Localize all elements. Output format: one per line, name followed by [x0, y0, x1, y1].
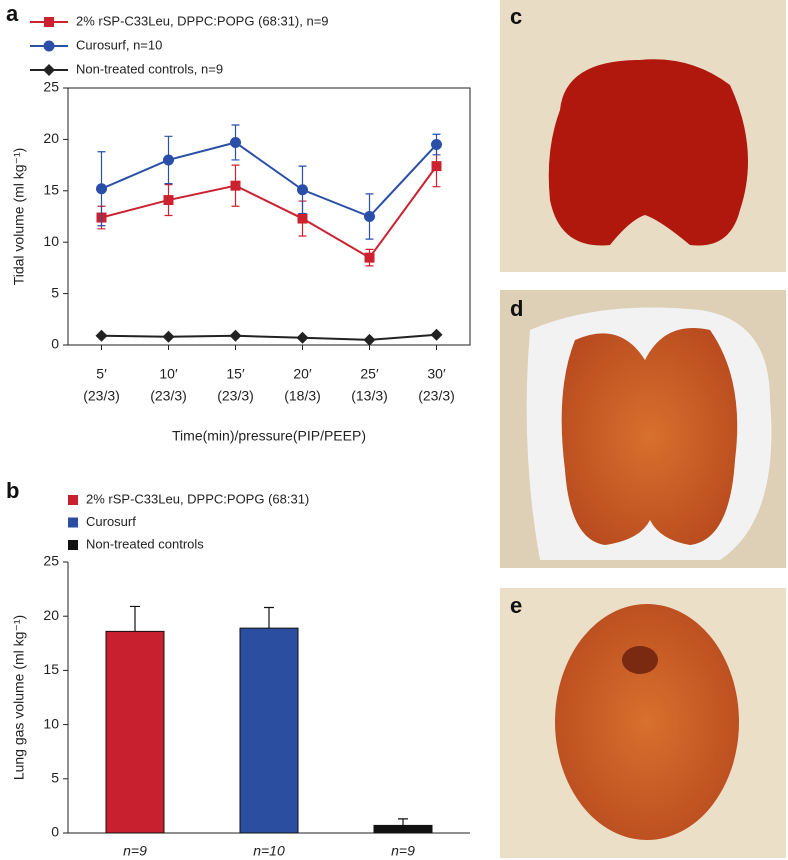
legend-label: 2% rSP-C33Leu, DPPC:POPG (68:31), n=9 [76, 13, 329, 28]
x-tick-sublabel: (23/3) [418, 388, 455, 404]
y-tick-label: 25 [43, 553, 59, 569]
series-line [101, 333, 437, 341]
marker [229, 329, 242, 342]
marker [162, 330, 175, 343]
x-tick-label: 30′ [427, 366, 446, 382]
y-tick-label: 5 [51, 770, 59, 786]
marker [364, 211, 375, 222]
panel-label: d [510, 296, 523, 321]
y-tick-label: 20 [43, 130, 59, 146]
legend-label: Curosurf, n=10 [76, 37, 162, 52]
y-tick-label: 0 [51, 824, 59, 840]
marker [230, 180, 241, 191]
x-tick-label: n=9 [123, 843, 147, 859]
x-tick-label: 10′ [159, 366, 178, 382]
x-tick-label: 25′ [360, 366, 379, 382]
marker [364, 252, 375, 263]
legend-marker [44, 17, 54, 27]
plot-frame [67, 87, 471, 346]
y-axis-title: Lung gas volume (ml kg⁻¹) [11, 615, 27, 780]
y-tick-label: 0 [51, 336, 59, 352]
y-tick-label: 20 [43, 607, 59, 623]
bar [373, 824, 433, 834]
x-tick-sublabel: (23/3) [83, 388, 120, 404]
panel-label: c [510, 4, 522, 29]
marker [363, 333, 376, 346]
marker [296, 331, 309, 344]
legend-label: 2% rSP-C33Leu, DPPC:POPG (68:31) [86, 491, 309, 506]
marker [96, 183, 107, 195]
x-tick-sublabel: (23/3) [217, 388, 254, 404]
legend-label: Curosurf [86, 514, 136, 529]
marker [163, 154, 174, 166]
series-line [101, 165, 438, 259]
marker [430, 328, 443, 341]
legend-marker [43, 40, 55, 52]
error-bar [398, 818, 408, 826]
marker [163, 195, 174, 206]
x-tick-label: 20′ [293, 366, 312, 382]
legend-swatch [68, 495, 78, 505]
photo-e: e [500, 588, 786, 858]
marker [297, 213, 308, 224]
photo-d: d [500, 290, 786, 568]
marker [431, 139, 442, 151]
series-line [101, 141, 438, 218]
y-tick-label: 10 [43, 715, 59, 731]
x-tick-sublabel: (18/3) [284, 388, 321, 404]
bar [105, 630, 165, 834]
marker [230, 136, 241, 148]
y-tick-label: 10 [43, 233, 59, 249]
y-axis-title: Tidal volume (ml kg⁻¹) [11, 148, 27, 286]
marker [297, 184, 308, 196]
x-tick-sublabel: (23/3) [150, 388, 187, 404]
marker [431, 161, 442, 172]
x-tick-label: n=10 [253, 843, 285, 859]
panel-label: a [6, 1, 19, 26]
x-tick-sublabel: (13/3) [351, 388, 388, 404]
x-tick-label: 15′ [226, 366, 245, 382]
photo-c: c [500, 0, 786, 272]
legend-swatch [68, 517, 78, 528]
marker [95, 329, 108, 342]
y-tick-label: 5 [51, 284, 59, 300]
panel-label: b [6, 478, 19, 503]
x-axis-title: Time(min)/pressure(PIP/PEEP) [172, 428, 366, 444]
bar [239, 627, 299, 834]
panel-label: e [510, 593, 522, 618]
legend-marker [43, 64, 55, 76]
y-tick-label: 15 [43, 182, 59, 198]
x-tick-label: n=9 [391, 843, 415, 859]
error-bar [264, 606, 274, 629]
legend-label: Non-treated controls [86, 536, 204, 551]
y-tick-label: 15 [43, 661, 59, 677]
legend-swatch [68, 540, 78, 550]
x-tick-label: 5′ [96, 366, 107, 382]
error-bar [130, 605, 140, 632]
y-tick-label: 25 [43, 79, 59, 95]
legend-label: Non-treated controls, n=9 [76, 61, 223, 76]
